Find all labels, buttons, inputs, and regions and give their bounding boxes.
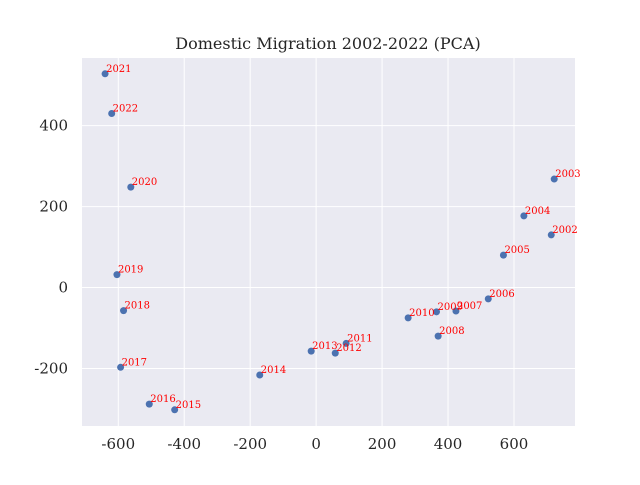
point-label: 2013 [312, 341, 337, 352]
point-label: 2014 [261, 365, 286, 376]
y-tick-label: -200 [34, 360, 68, 378]
data-point [101, 70, 109, 78]
data-point [434, 332, 442, 340]
x-tick-label: -200 [233, 435, 267, 453]
data-point [484, 295, 492, 303]
point-label: 2009 [437, 302, 462, 313]
x-tick-label: -400 [167, 435, 201, 453]
data-point [307, 347, 315, 355]
chart-title: Domestic Migration 2002-2022 (PCA) [175, 34, 480, 53]
point-label: 2004 [525, 206, 550, 217]
x-tick-label: 200 [368, 435, 397, 453]
point-label: 2019 [118, 265, 143, 276]
data-point [117, 363, 125, 371]
point-label: 2006 [489, 289, 514, 300]
y-tick-label: 200 [39, 198, 68, 216]
data-point [108, 109, 116, 117]
y-tick-label: 0 [58, 279, 68, 297]
point-label: 2008 [439, 326, 464, 337]
x-tick-label: 400 [434, 435, 463, 453]
data-point [550, 175, 558, 183]
point-label: 2012 [336, 343, 361, 354]
grid-lines [82, 58, 575, 426]
point-label: 2021 [106, 64, 131, 75]
data-point [520, 212, 528, 220]
point-label: 2020 [132, 177, 157, 188]
data-point [120, 307, 128, 315]
point-label: 2022 [113, 103, 138, 114]
point-label: 2017 [122, 357, 147, 368]
point-label: 2007 [457, 301, 482, 312]
tick-labels: -600 -400 -200 0 200 400 600 -200 0 200 400 [34, 117, 528, 453]
point-label: 2016 [150, 394, 175, 405]
x-tick-label: -600 [101, 435, 135, 453]
point-label: 2015 [176, 400, 201, 411]
data-point [256, 371, 264, 379]
point-label: 2002 [552, 225, 577, 236]
data-point [547, 231, 555, 239]
x-tick-label: 600 [500, 435, 529, 453]
point-label: 2005 [504, 245, 529, 256]
point-label: 2003 [555, 169, 580, 180]
point-label: 2018 [125, 301, 150, 312]
data-point [499, 251, 507, 259]
data-point [113, 271, 121, 279]
data-point [342, 339, 350, 347]
data-point [452, 307, 460, 315]
point-label: 2011 [347, 333, 372, 344]
data-points [101, 70, 558, 414]
point-label: 2010 [409, 308, 434, 319]
y-tick-label: 400 [39, 117, 68, 135]
plot-area [82, 58, 575, 426]
x-tick-label: 0 [311, 435, 321, 453]
data-point [171, 406, 179, 414]
data-point [331, 349, 339, 357]
data-point [127, 183, 135, 191]
data-point [145, 400, 153, 408]
data-point [404, 314, 412, 322]
data-point [432, 308, 440, 316]
